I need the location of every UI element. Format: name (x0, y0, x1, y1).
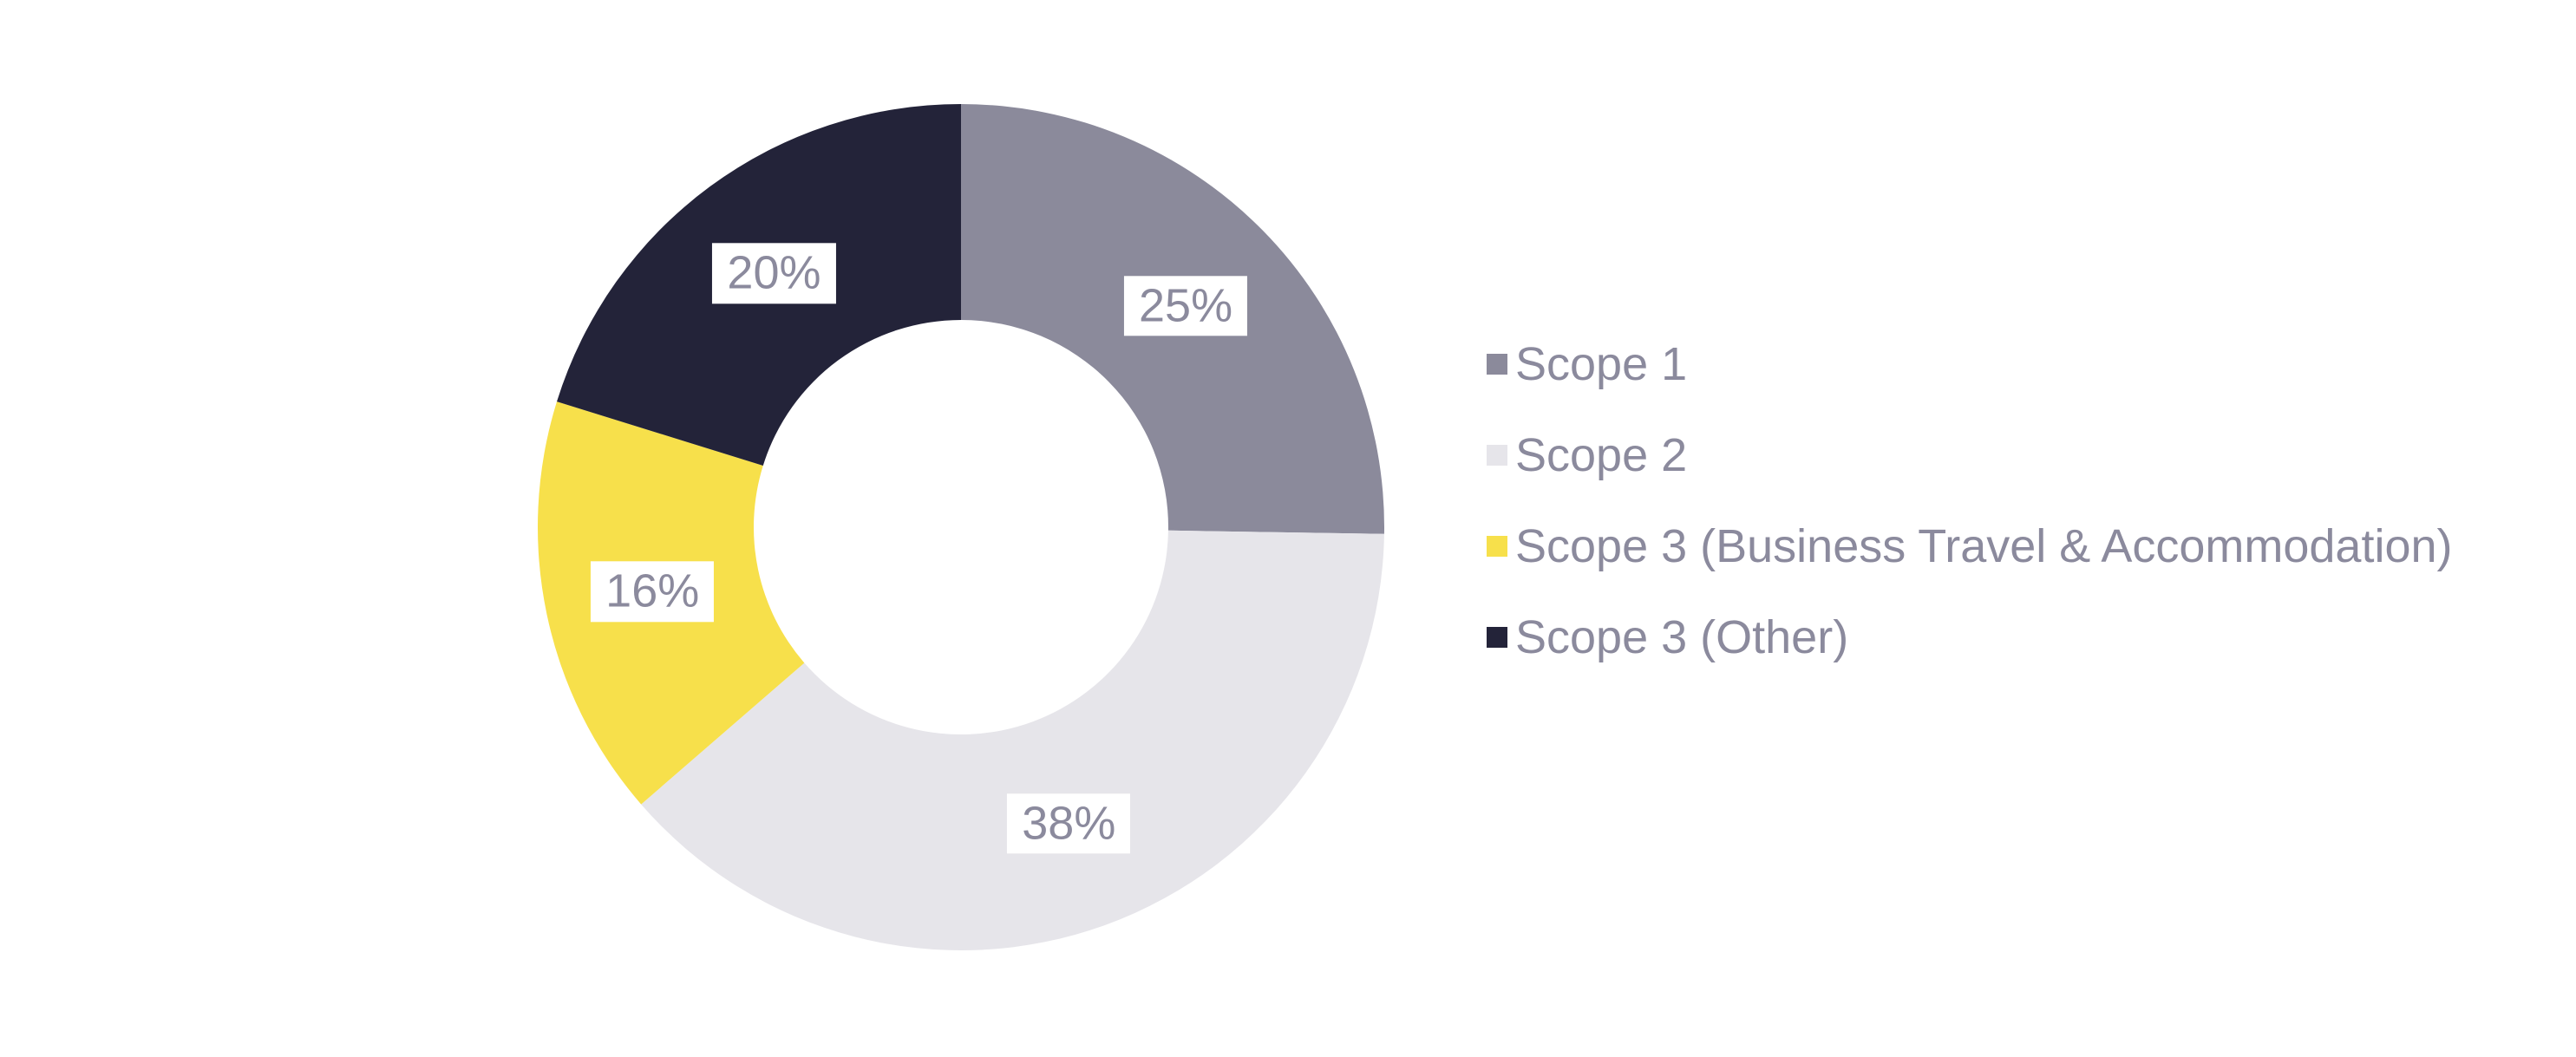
segment-percentage-label-2: 38% (1007, 793, 1131, 854)
donut-segment-2[interactable] (641, 530, 1384, 950)
segment-percentage-label-1: 25% (1124, 276, 1248, 336)
legend-swatch-icon (1487, 627, 1507, 648)
legend-label: Scope 2 (1515, 429, 1688, 481)
legend-swatch-icon (1487, 536, 1507, 557)
segment-percentage-label-3: 16% (591, 561, 715, 623)
legend-swatch-icon (1487, 354, 1507, 375)
legend-item-4[interactable]: Scope 3 (Other) (1487, 613, 2453, 662)
legend-label: Scope 1 (1515, 338, 1688, 390)
legend-item-1[interactable]: Scope 1 (1487, 340, 2453, 388)
legend-swatch-icon (1487, 445, 1507, 466)
chart-legend: Scope 1 Scope 2 Scope 3 (Business Travel &… (1487, 340, 2453, 704)
legend-item-2[interactable]: Scope 2 (1487, 431, 2453, 480)
legend-label: Scope 3 (Other) (1515, 611, 1849, 663)
segment-percentage-label-4: 20% (712, 243, 836, 303)
legend-label: Scope 3 (Business Travel & Accommodation… (1515, 520, 2453, 572)
legend-item-3[interactable]: Scope 3 (Business Travel & Accommodation… (1487, 522, 2453, 571)
